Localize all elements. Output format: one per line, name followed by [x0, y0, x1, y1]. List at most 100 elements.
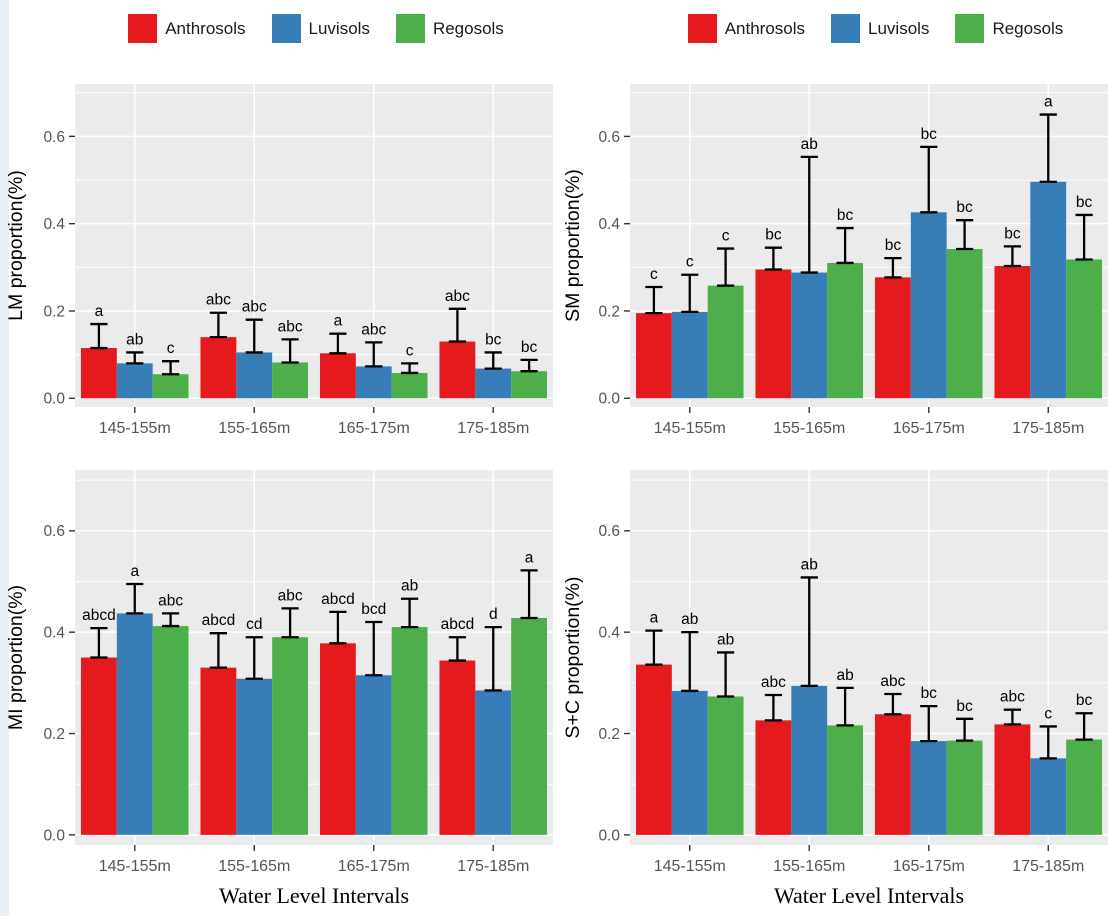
bar-regosols-175-185m [1066, 739, 1103, 835]
bar-regosols-145-155m [707, 696, 744, 835]
legend-item-regosols: Regosols [955, 13, 1064, 43]
cell-sm: Anthrosols Luvisols Regosols c bc bc bc c ab b… [557, 0, 1119, 446]
sig-label: abcd [321, 591, 355, 608]
sig-label: bc [921, 685, 938, 702]
sig-label: ab [401, 578, 418, 595]
bar-regosols-175-185m [511, 371, 548, 399]
anthrosols-swatch-icon [128, 13, 158, 43]
sig-label: bcd [361, 601, 386, 618]
bars [80, 337, 548, 399]
axis-ticks [69, 135, 494, 413]
bar-luvisols-145-155m [116, 613, 153, 835]
y-axis-title: LM proportion(%) [5, 170, 27, 321]
x-axis-title: Water Level Intervals [774, 883, 964, 908]
y-tick-label: 0.0 [43, 827, 65, 844]
page-edge-strip [0, 0, 9, 916]
legend-item-luvisols: Luvisols [271, 13, 370, 43]
chart-sm-proportion: c bc bc bc c ab bc a c bc bc bc 0.0 0.2 0.4 0.6 145-155m… [562, 84, 1108, 437]
y-tick-label: 0.4 [43, 216, 65, 233]
sig-label: a [95, 303, 104, 320]
luvisols-swatch-icon [831, 13, 861, 43]
bar-anthrosols-145-155m [635, 664, 672, 835]
x-tick-label: 165-175m [338, 420, 410, 437]
sig-label: c [1044, 705, 1052, 722]
sig-label: a [525, 549, 534, 566]
sig-label: bc [765, 227, 782, 244]
x-tick-label: 175-185m [457, 420, 529, 437]
legend-item-anthrosols: Anthrosols [687, 13, 805, 43]
sig-label: abc [761, 674, 786, 691]
x-axis-title: Water Level Intervals [219, 883, 409, 908]
significance-labels: abcd abcd abcd abcd a cd bcd d abc abc ab a [82, 549, 534, 633]
x-tick-label: 155-165m [218, 420, 290, 437]
error-bars [645, 113, 1093, 315]
legend-item-luvisols: Luvisols [831, 13, 930, 43]
sig-label: d [489, 606, 498, 623]
bar-luvisols-175-185m [1030, 181, 1067, 399]
y-tick-labels: 0.0 0.2 0.4 0.6 [43, 523, 65, 844]
legend-label: Luvisols [868, 18, 930, 38]
x-tick-labels: 145-155m 155-165m 165-175m 175-185m [99, 858, 530, 875]
sig-label: ab [801, 136, 818, 153]
regosols-swatch-icon [955, 13, 985, 43]
bar-luvisols-175-185m [475, 690, 512, 835]
bars [80, 613, 548, 835]
bar-luvisols-145-155m [671, 690, 708, 835]
legend-label: Regosols [992, 18, 1064, 38]
sig-label: c [686, 254, 694, 271]
bar-luvisols-155-165m [791, 685, 828, 835]
legend-item-regosols: Regosols [395, 13, 504, 43]
bar-anthrosols-165-175m [319, 353, 356, 399]
bar-anthrosols-165-175m [874, 277, 911, 399]
sig-label: abc [1000, 689, 1025, 706]
sig-label: bc [837, 207, 854, 224]
sig-label: abc [880, 673, 905, 690]
y-tick-label: 0.6 [43, 523, 65, 540]
sig-label: c [722, 228, 730, 245]
bar-regosols-165-175m [946, 740, 983, 835]
bar-regosols-175-185m [511, 617, 548, 835]
x-tick-labels: 145-155m 155-165m 165-175m 175-185m [99, 420, 530, 437]
sig-label: c [167, 340, 175, 357]
sig-label: ab [836, 667, 853, 684]
regosols-swatch-icon [395, 13, 425, 43]
y-tick-label: 0.6 [43, 129, 65, 146]
sig-label: abc [206, 292, 231, 309]
bars [635, 181, 1103, 399]
x-tick-label: 145-155m [99, 858, 171, 875]
sig-label: bc [921, 126, 938, 143]
y-axis-title: MI proportion(%) [5, 585, 27, 730]
cell-lm: Anthrosols Luvisols Regosols a abc a abc ab a… [0, 0, 557, 446]
significance-labels: c bc bc bc c ab bc a c bc bc bc [650, 94, 1093, 283]
sig-label: abcd [202, 612, 236, 629]
bar-regosols-155-165m [272, 637, 309, 835]
sig-label: abcd [441, 616, 475, 633]
y-tick-label: 0.2 [43, 303, 65, 320]
bar-regosols-165-175m [946, 248, 983, 399]
bar-regosols-145-155m [152, 374, 189, 399]
sig-label: bc [885, 237, 902, 254]
sig-label: bc [485, 331, 502, 348]
sig-label: ab [126, 331, 143, 348]
sig-label: ab [801, 556, 818, 573]
legend-right: Anthrosols Luvisols Regosols [632, 0, 1119, 56]
bar-luvisols-155-165m [236, 678, 273, 835]
bar-regosols-155-165m [827, 262, 864, 399]
legend-label: Luvisols [308, 18, 370, 38]
sig-label: c [406, 342, 414, 359]
bar-regosols-165-175m [391, 372, 428, 399]
cell-mi: abcd abcd abcd abcd a cd bcd d abc abc ab a 0.0 0.2 0.… [0, 446, 557, 916]
x-tick-label: 155-165m [773, 420, 845, 437]
bar-luvisols-165-175m [910, 212, 947, 399]
sig-label: bc [956, 199, 973, 216]
y-tick-label: 0.2 [598, 303, 620, 320]
sig-label: abc [242, 299, 267, 316]
sig-label: a [1044, 94, 1053, 111]
sig-label: bc [1004, 225, 1021, 242]
sig-label: c [650, 266, 658, 283]
sig-label: ab [681, 611, 698, 628]
error-bars [645, 576, 1093, 760]
error-bars [90, 307, 538, 376]
bar-anthrosols-145-155m [80, 657, 117, 835]
